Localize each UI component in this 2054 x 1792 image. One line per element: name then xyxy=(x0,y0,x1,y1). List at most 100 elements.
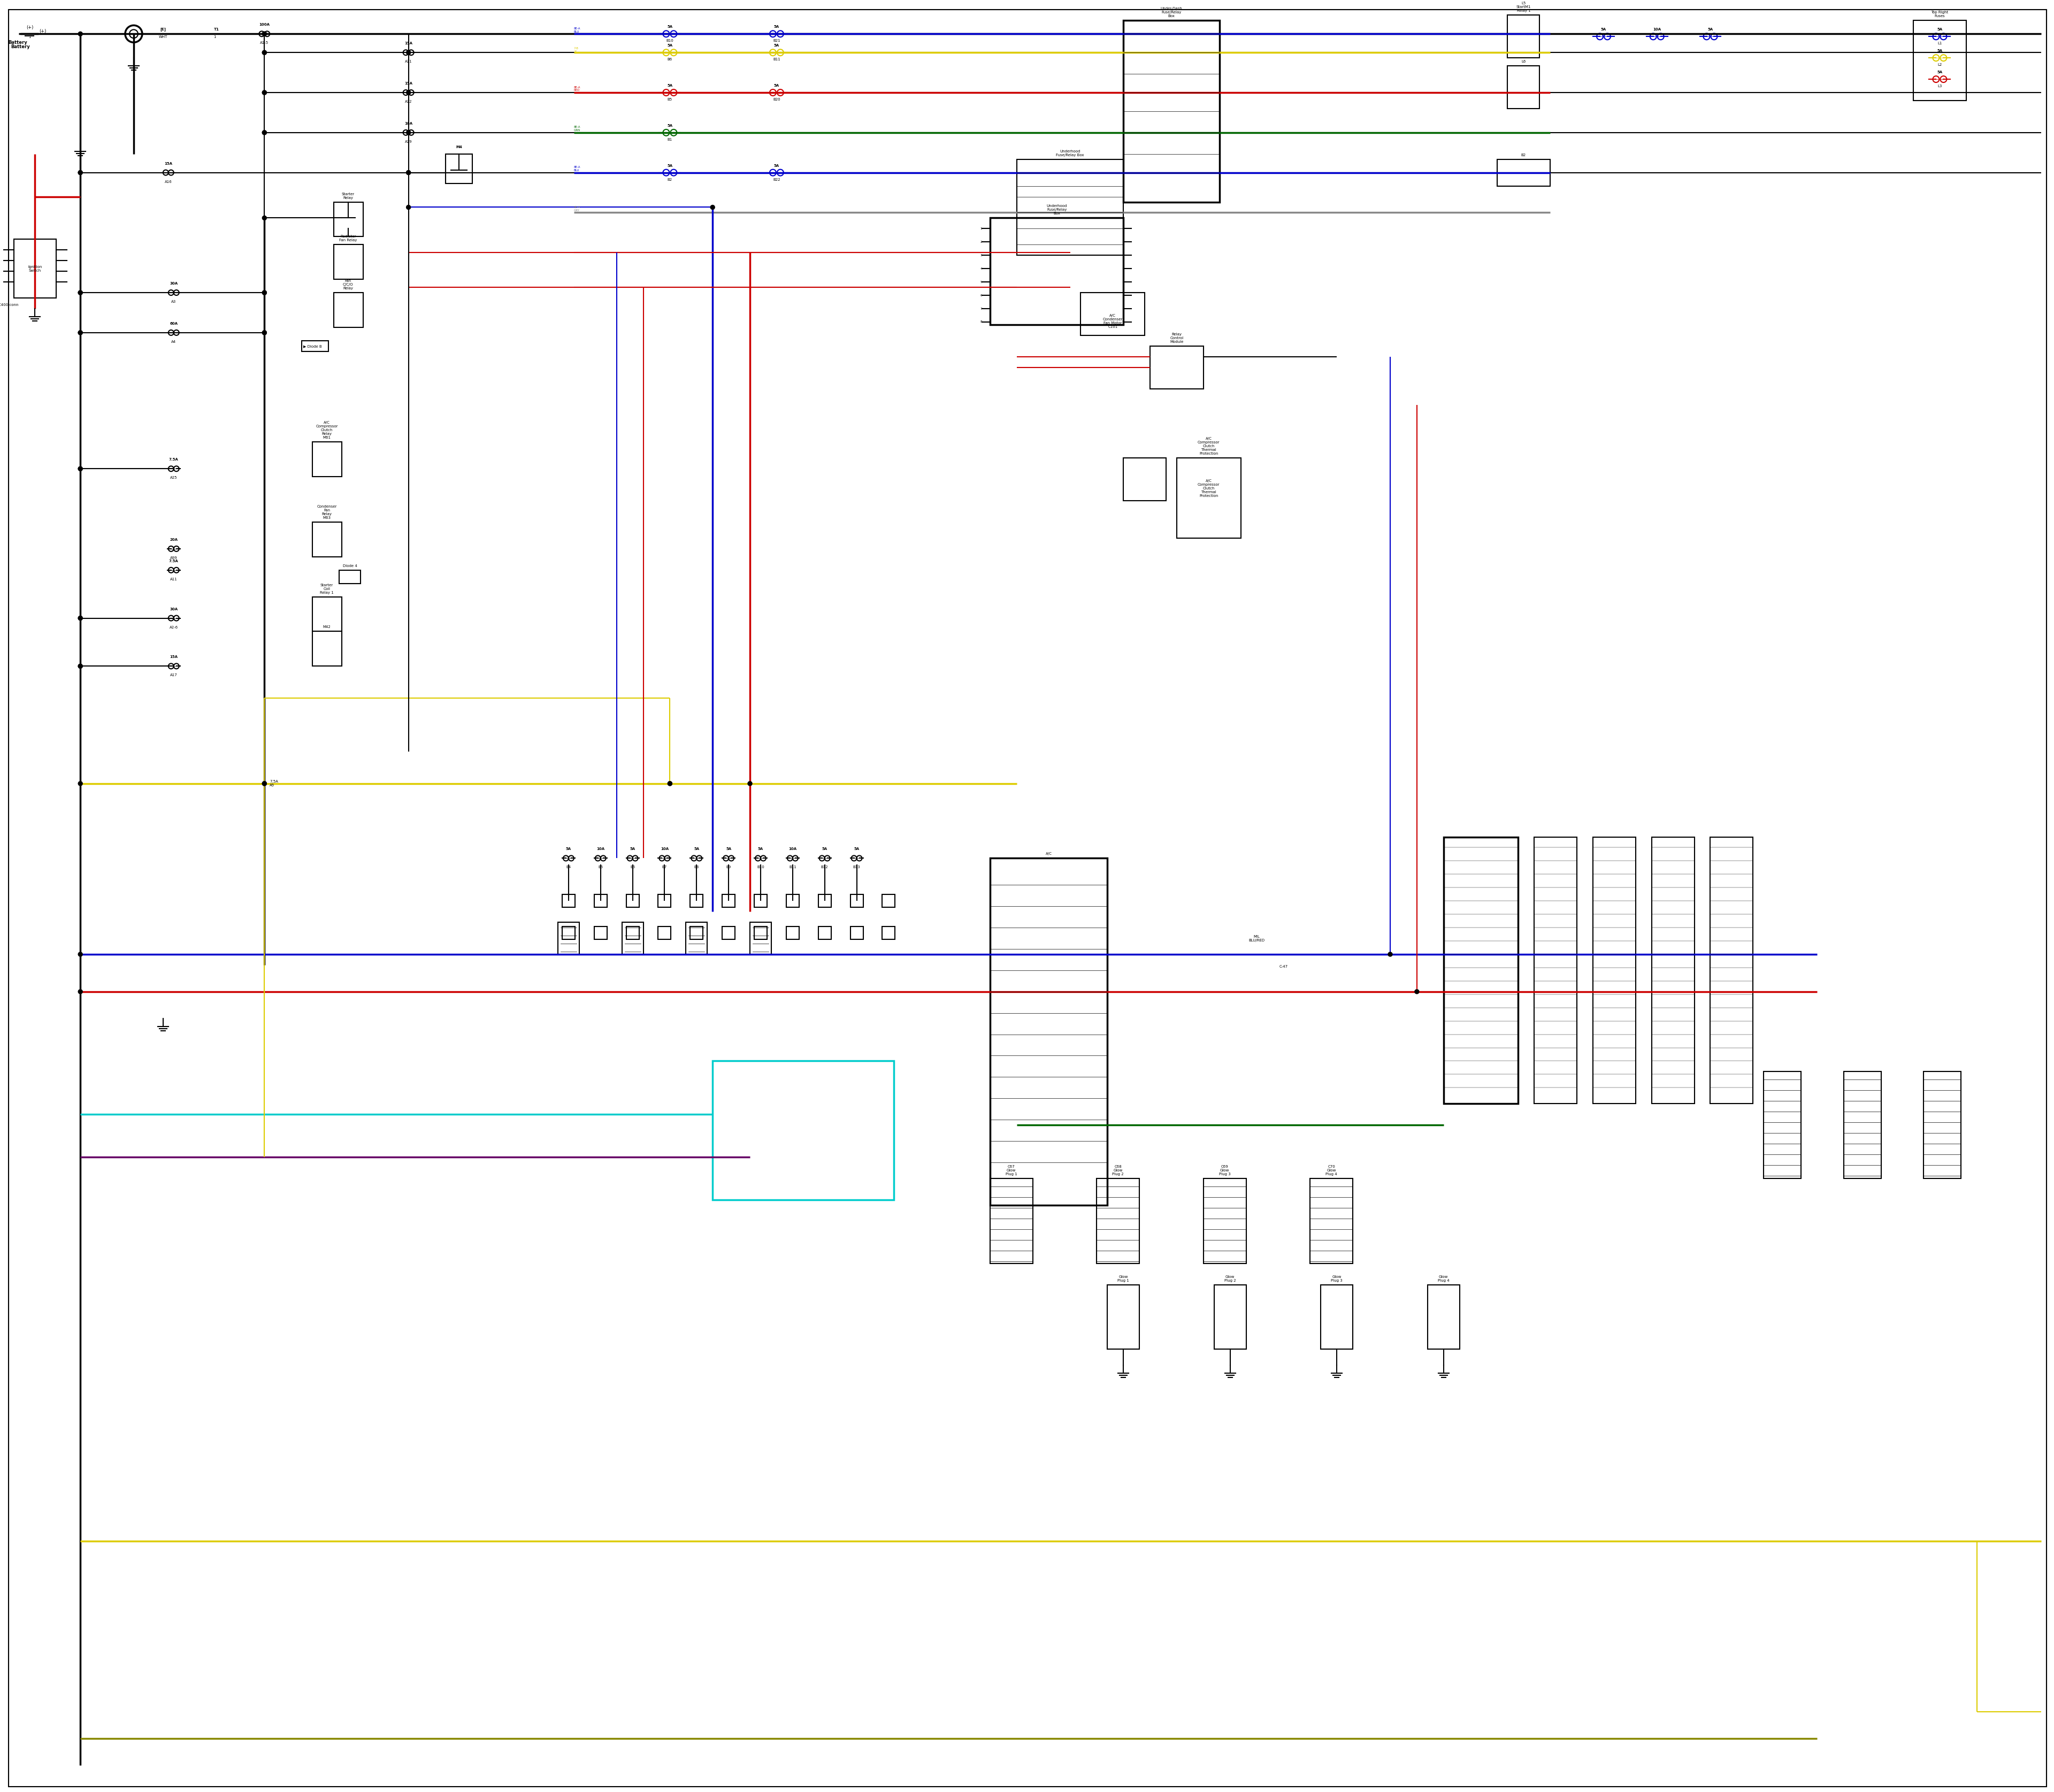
Text: B1: B1 xyxy=(668,138,672,142)
Text: 100A: 100A xyxy=(259,23,269,27)
Text: B10: B10 xyxy=(665,39,674,43)
Bar xyxy=(657,894,672,907)
Text: B9: B9 xyxy=(727,866,731,869)
Circle shape xyxy=(748,781,752,785)
Text: (+): (+) xyxy=(27,25,33,30)
Text: A29: A29 xyxy=(405,140,413,143)
Bar xyxy=(1150,346,1204,389)
Text: B12: B12 xyxy=(822,866,828,869)
Bar xyxy=(1651,837,1695,1104)
Text: B21: B21 xyxy=(772,39,781,43)
Text: Relay
Control
Module: Relay Control Module xyxy=(1171,333,1183,344)
Circle shape xyxy=(407,204,411,210)
Text: A4: A4 xyxy=(170,340,177,344)
Bar xyxy=(563,926,575,939)
Text: C400 conn: C400 conn xyxy=(0,303,18,306)
Bar xyxy=(626,926,639,939)
Bar xyxy=(750,923,772,955)
Text: M4: M4 xyxy=(456,145,462,149)
Circle shape xyxy=(263,32,267,36)
Bar xyxy=(1107,1285,1140,1349)
Circle shape xyxy=(407,170,411,176)
Circle shape xyxy=(668,781,672,785)
Text: A/C
Compressor
Clutch
Thermal
Protection: A/C Compressor Clutch Thermal Protection xyxy=(1197,480,1220,498)
Text: (+): (+) xyxy=(39,29,47,34)
Text: Under-Dash
Fuse/Relay
Box: Under-Dash Fuse/Relay Box xyxy=(1161,7,1183,18)
Bar xyxy=(690,894,702,907)
Text: Diode 4: Diode 4 xyxy=(343,564,357,568)
Circle shape xyxy=(263,781,267,785)
Bar xyxy=(626,894,639,907)
Bar xyxy=(1310,1179,1354,1263)
Text: Glow
Plug 4: Glow Plug 4 xyxy=(1438,1276,1450,1283)
Bar xyxy=(787,926,799,939)
Text: 5A: 5A xyxy=(668,45,672,47)
Bar xyxy=(787,894,799,907)
Circle shape xyxy=(78,616,82,620)
Text: 7.5A: 7.5A xyxy=(168,459,179,461)
Bar xyxy=(312,631,341,667)
Bar xyxy=(312,521,341,557)
Bar xyxy=(713,1061,893,1199)
Text: Top Right
Fuses: Top Right Fuses xyxy=(1931,11,1949,18)
Text: 15A: 15A xyxy=(164,161,173,165)
Text: 5A: 5A xyxy=(668,84,672,88)
Text: 8E-A
RED: 8E-A RED xyxy=(573,86,581,91)
Bar xyxy=(1912,20,1966,100)
Circle shape xyxy=(263,131,267,134)
Text: A/C
Condenser
Fan Motor
C101: A/C Condenser Fan Motor C101 xyxy=(1103,314,1124,328)
Text: 30A: 30A xyxy=(170,281,179,285)
Bar xyxy=(594,926,606,939)
Text: 15A: 15A xyxy=(405,82,413,84)
Bar xyxy=(754,926,766,939)
Circle shape xyxy=(263,330,267,335)
Circle shape xyxy=(78,330,82,335)
Text: Starter
Relay: Starter Relay xyxy=(341,192,355,199)
Text: 8E-A
BLU: 8E-A BLU xyxy=(573,167,581,172)
Text: 5A: 5A xyxy=(668,165,672,167)
Text: 30A: 30A xyxy=(170,607,179,611)
Text: 10A: 10A xyxy=(661,848,670,851)
Text: L6: L6 xyxy=(1522,59,1526,63)
Circle shape xyxy=(263,131,267,134)
Text: 5A: 5A xyxy=(758,848,764,851)
Circle shape xyxy=(78,952,82,957)
Bar xyxy=(883,894,896,907)
Text: B22: B22 xyxy=(772,177,781,181)
Text: Glow
Plug 2: Glow Plug 2 xyxy=(1224,1276,1237,1283)
Bar xyxy=(1321,1285,1354,1349)
Circle shape xyxy=(407,50,411,56)
Bar xyxy=(312,443,341,477)
Bar xyxy=(1124,20,1220,202)
Text: A25: A25 xyxy=(170,477,177,480)
Text: B11: B11 xyxy=(772,57,781,61)
Bar xyxy=(690,926,702,939)
Bar xyxy=(1497,159,1551,186)
Bar xyxy=(657,926,672,939)
Text: Condenser
Fan
Relay
M63: Condenser Fan Relay M63 xyxy=(316,505,337,520)
Circle shape xyxy=(78,290,82,296)
Text: Battery: Battery xyxy=(8,39,27,45)
Circle shape xyxy=(263,215,267,220)
Text: Battery: Battery xyxy=(10,45,31,50)
Circle shape xyxy=(78,466,82,471)
Bar xyxy=(1428,1285,1460,1349)
Text: 20A: 20A xyxy=(170,538,179,541)
Text: A22: A22 xyxy=(405,100,413,104)
Text: 5A: 5A xyxy=(668,25,672,29)
Text: 5A: 5A xyxy=(774,45,778,47)
Circle shape xyxy=(711,204,715,210)
Text: 15A: 15A xyxy=(170,656,179,659)
Text: 5A: 5A xyxy=(774,84,778,88)
Text: [E]: [E] xyxy=(160,27,166,30)
Text: B20: B20 xyxy=(772,99,781,100)
Text: A17: A17 xyxy=(170,674,177,677)
Text: 5A: 5A xyxy=(1937,70,1943,73)
Bar xyxy=(1097,1179,1140,1263)
Bar xyxy=(1711,837,1752,1104)
Bar xyxy=(1508,14,1540,57)
Text: T1: T1 xyxy=(214,29,220,30)
Bar xyxy=(335,246,364,280)
Bar xyxy=(1764,1072,1801,1179)
Text: A21: A21 xyxy=(405,59,413,63)
